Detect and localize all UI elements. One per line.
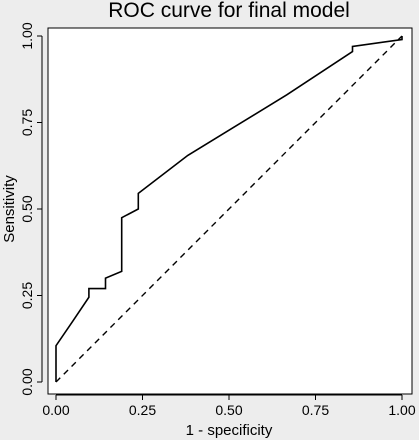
y-axis-ticks: 0.00 0.25 0.50 0.75 1.00 xyxy=(19,22,42,396)
chart-title: ROC curve for final model xyxy=(108,0,350,22)
reference-line xyxy=(55,35,403,383)
y-axis-title: Sensitivity xyxy=(1,175,18,243)
x-tick-label: 0.50 xyxy=(215,402,242,418)
y-tick-label: 0.50 xyxy=(19,195,35,222)
y-tick-label: 0.25 xyxy=(19,282,35,309)
x-tick-label: 1.00 xyxy=(388,402,415,418)
x-axis-title: 1 - specificity xyxy=(186,422,273,439)
x-tick-label: 0.00 xyxy=(42,402,69,418)
y-tick-label: 0.75 xyxy=(19,109,35,136)
x-tick-label: 0.75 xyxy=(302,402,329,418)
series-layer xyxy=(55,35,403,383)
roc-curve xyxy=(55,36,403,382)
plot-frame xyxy=(47,27,413,395)
y-tick-label: 1.00 xyxy=(19,22,35,49)
y-tick-label: 0.00 xyxy=(19,368,35,395)
x-tick-label: 0.25 xyxy=(129,402,156,418)
x-axis-ticks: 0.00 0.25 0.50 0.75 1.00 xyxy=(42,395,416,418)
